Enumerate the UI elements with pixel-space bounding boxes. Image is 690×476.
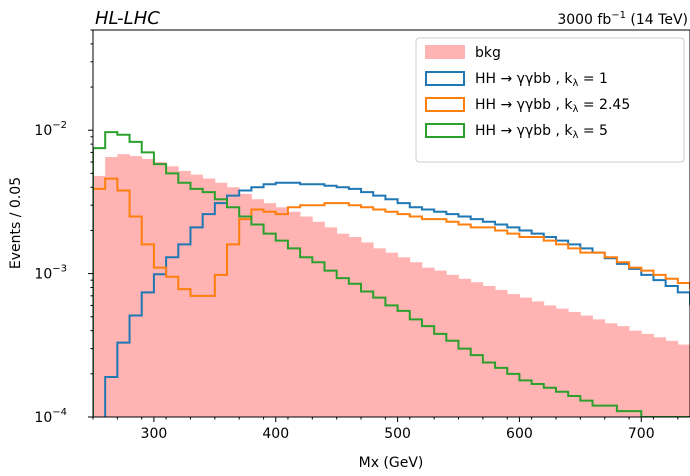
bkg-bar [141,158,155,417]
legend-swatch-bkg [425,45,465,59]
legend-swatch-kl5 [425,123,465,138]
y-tick-label: 10−3 [34,264,67,283]
bkg-bar [421,267,435,417]
bkg-bar [568,311,581,417]
x-tick-label: 400 [262,426,289,442]
x-tick-label: 600 [506,426,533,442]
x-tick-label: 500 [384,426,411,442]
bkg-bar [105,157,118,417]
legend-label-kl5: HH → γγbb , kλ = 5 [475,123,608,141]
bkg-bar [592,319,606,417]
signal-step-line-3 [93,131,690,417]
bkg-bar [251,199,264,417]
bkg-bar [202,178,216,417]
bkg-bar [543,305,557,417]
bkg-bar [604,323,618,417]
bkg-bar [580,315,593,417]
bkg-bar [239,193,252,417]
bkg-bar [495,289,508,417]
bkg-bar [434,270,447,417]
bkg-bar [300,216,313,417]
signal-histograms [93,131,690,417]
x-axis-title: Mx (GeV) [359,455,424,471]
chart-title-left: HL-LHC [95,8,160,29]
bkg-bar [287,211,301,417]
bkg-bar [446,274,459,417]
bkg-bar [348,237,362,417]
bkg-bar [616,326,630,417]
bkg-histogram [93,154,690,417]
bkg-bar [531,301,545,417]
y-axis: 10−4 10−3 10−2 [34,29,93,426]
bkg-bar [312,221,325,417]
x-tick-label: 700 [628,426,655,442]
legend-label-bkg: bkg [475,45,501,61]
legend-frame [415,37,685,163]
bkg-bar [653,337,667,417]
legend: bkg HH → γγbb , kλ = 1 HH → γγbb , kλ = … [415,37,685,163]
bkg-bar [665,340,679,417]
bkg-bar [373,248,386,417]
y-tick-label: 10−2 [34,120,67,139]
legend-swatch-kl1 [425,71,465,86]
bkg-bar [166,166,179,417]
bkg-bar [93,175,106,417]
bkg-bar [507,294,520,417]
bkg-bar [361,242,374,417]
bkg-bar [482,285,496,417]
x-axis: 300 400 500 600 700 [92,417,679,442]
bkg-bar [677,344,690,417]
bkg-bar [324,227,338,417]
bkg-bar [129,156,143,417]
bkg-bar [629,330,642,417]
lumi-prefix: 3000 fb [557,12,611,28]
bkg-bar [275,207,289,417]
bkg-bar [519,297,533,417]
legend-swatch-kl245 [425,97,465,112]
lumi-suffix: (14 TeV) [626,12,688,28]
bkg-bar [555,308,569,417]
lumi-exponent: −1 [611,10,626,21]
bkg-bar [397,257,411,417]
legend-label-kl245: HH → γγbb , kλ = 2.45 [475,97,630,115]
bkg-bar [409,262,423,417]
bkg-bar [470,282,484,417]
y-tick-label: 10−4 [34,407,67,426]
y-axis-title: Events / 0.05 [8,177,24,269]
bkg-bar [227,187,240,417]
bkg-bar [214,182,228,417]
bkg-bar [117,154,130,417]
bkg-bar [641,333,654,417]
bkg-bar [336,233,350,417]
legend-label-kl1: HH → γγbb , kλ = 1 [475,71,608,89]
bkg-bar [263,203,277,417]
chart-title-right: 3000 fb−1 (14 TeV) [557,10,688,28]
x-tick-label: 300 [141,426,168,442]
bkg-bar [153,162,167,417]
bkg-bar [178,170,191,417]
signal-step-line-2 [93,177,690,417]
bkg-bar [385,252,398,417]
plot-frame [92,29,690,418]
